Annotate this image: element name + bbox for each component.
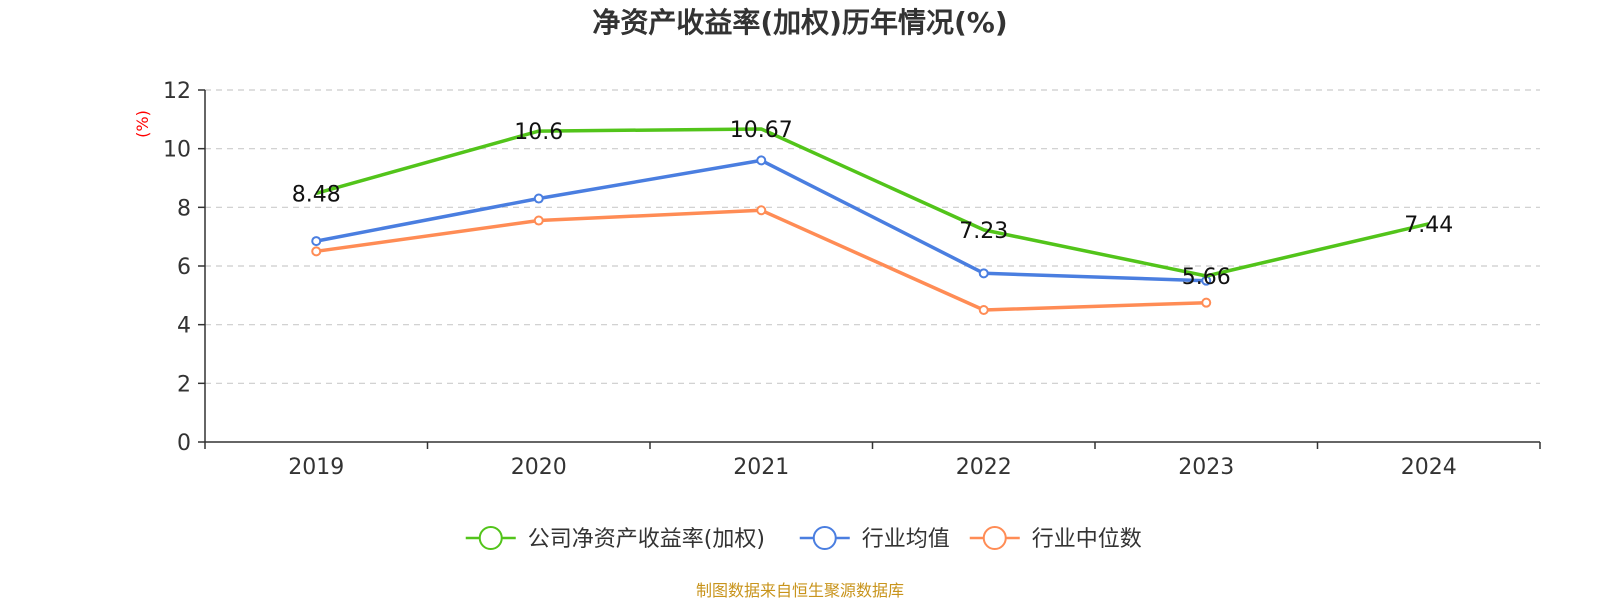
y-tick-label: 10: [163, 138, 191, 163]
legend-swatch-marker: [982, 526, 1007, 550]
legend-swatch-marker: [812, 526, 837, 550]
legend-label: 行业中位数: [1032, 527, 1142, 552]
x-tick-label: 2020: [511, 455, 567, 480]
data-label: 5.66: [1182, 265, 1231, 290]
data-point[interactable]: [756, 155, 767, 166]
data-labels: 8.48 10.6 10.67 7.23 5.66 7.44: [292, 118, 1453, 290]
y-axis-unit-label: (%): [133, 110, 152, 138]
x-tick-label: 2024: [1401, 455, 1457, 480]
data-label: 7.44: [1404, 213, 1453, 238]
chart-title: 净资产收益率(加权)历年情况(%): [592, 6, 1007, 39]
legend-label: 公司净资产收益率(加权): [528, 527, 765, 552]
legend-item-2[interactable]: 行业均值: [799, 526, 950, 552]
source-note: 制图数据来自恒生聚源数据库: [696, 581, 904, 600]
series-lines: [311, 127, 1430, 315]
x-tick-label: 2022: [956, 455, 1012, 480]
y-tick-label: 0: [177, 431, 191, 456]
y-tick-label: 12: [163, 79, 191, 104]
data-label: 10.67: [730, 118, 793, 143]
axes: 0 2 4 6 8 10 12 2019 2020 2021 2022 2023 2024: [163, 79, 1541, 480]
series-1: [315, 127, 1430, 278]
series-2: [311, 155, 1212, 286]
legend-label: 行业均值: [862, 527, 950, 552]
series-line: [315, 158, 1207, 283]
x-tick-label: 2023: [1178, 455, 1234, 480]
legend-item-3[interactable]: 行业中位数: [969, 526, 1142, 552]
y-tick-label: 2: [177, 372, 191, 397]
x-tick-label: 2019: [288, 455, 344, 480]
legend-swatch-marker: [478, 526, 503, 550]
data-point[interactable]: [311, 236, 322, 247]
x-tick-label: 2021: [733, 455, 789, 480]
data-label: 7.23: [959, 219, 1008, 244]
data-point[interactable]: [978, 268, 989, 279]
legend-item-1[interactable]: 公司净资产收益率(加权): [465, 526, 765, 552]
data-point[interactable]: [311, 246, 322, 257]
data-point[interactable]: [978, 305, 989, 315]
data-label: 10.6: [514, 120, 563, 145]
series-line: [316, 208, 1207, 312]
data-point[interactable]: [533, 193, 544, 204]
y-tick-label: 8: [177, 196, 191, 221]
y-tick-label: 6: [177, 255, 191, 280]
series-line: [315, 127, 1430, 278]
data-point[interactable]: [756, 205, 767, 216]
legend[interactable]: 公司净资产收益率(加权) 行业均值 行业中位数: [465, 526, 1142, 552]
data-point[interactable]: [533, 215, 544, 226]
data-point[interactable]: [1201, 297, 1212, 308]
y-tick-label: 4: [177, 314, 191, 339]
data-label: 8.48: [292, 182, 341, 207]
grid-lines: [205, 89, 1540, 384]
series-3: [311, 205, 1212, 315]
